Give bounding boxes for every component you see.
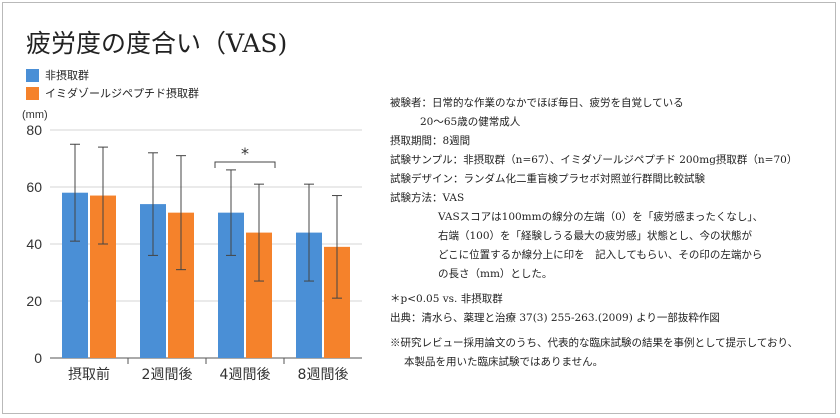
note-sample: 試験サンプル：非摂取群（n=67）、イミダゾールジペプチド 200mg摂取群（n… [390,154,798,166]
y-tick-label: 40 [26,236,42,252]
legend-item-intake: イミダゾールジペプチド摂取群 [26,84,199,102]
chart-legend: 非摂取群 イミダゾールジペプチド摂取群 [26,66,199,102]
study-notes: 被験者：日常的な作業のなかでほぼ毎日、疲労を自覚している 20～65歳の健常成人… [390,94,830,372]
note-method-desc-2: 右端（100）を「経験しうる最大の疲労感」状態とし、今の状態が [438,230,753,242]
y-tick-label: 60 [26,179,42,195]
note-subjects: 被験者：日常的な作業のなかでほぼ毎日、疲労を自覚している [390,97,684,109]
note-disclaimer-1: ※研究レビュー採用論文のうち、代表的な臨床試験の結果を事例として提示しており、 [390,337,799,349]
note-method-desc-4: の長さ（mm）とした。 [438,268,553,280]
x-tick-label: 2週間後 [142,367,193,383]
note-method-desc-3: どこに位置するか線分上に印を 記入してもらい、その印の左端から [438,249,763,261]
x-tick-label: 4週間後 [220,367,271,383]
note-disclaimer-2: 本製品を用いた臨床試験ではありません。 [404,356,604,368]
significance-bracket [214,161,276,168]
note-design: 試験デザイン：ランダム化二重盲検プラセボ対照並行群間比較試験 [390,173,705,185]
note-period: 摂取期間：8週間 [390,135,471,147]
legend-label-intake: イミダゾールジペプチド摂取群 [45,87,199,100]
note-subjects-cont: 20～65歳の健常成人 [420,116,521,128]
x-tick-label: 8週間後 [298,367,349,383]
x-tick-label: 摂取前 [68,366,110,383]
legend-label-non-intake: 非摂取群 [45,69,89,82]
note-method: 試験方法：VAS [390,192,465,204]
chart-title: 疲労度の度合い（VAS) [26,29,288,58]
note-source: 出典：清水ら、薬理と治療 37(3) 255-263.(2009) より一部抜粋… [390,312,720,324]
y-tick-label: 20 [26,293,42,309]
y-tick-label: 80 [26,122,42,138]
note-method-desc-1: VASスコアは100mmの線分の左端（0）を「疲労感まったくなし」、 [438,211,764,223]
y-tick-label: 0 [34,350,42,366]
note-significance: ＊p<0.05 vs. 非摂取群 [390,293,503,305]
legend-swatch-intake [26,86,39,100]
y-axis-unit: (mm) [22,109,48,121]
significance-marker: * [241,144,249,163]
legend-item-non-intake: 非摂取群 [26,66,199,84]
legend-swatch-non-intake [26,68,39,82]
bar-chart: (mm) 0 20 40 60 80 摂取前 2週間後 4週間後 8週間後 * [22,109,362,383]
